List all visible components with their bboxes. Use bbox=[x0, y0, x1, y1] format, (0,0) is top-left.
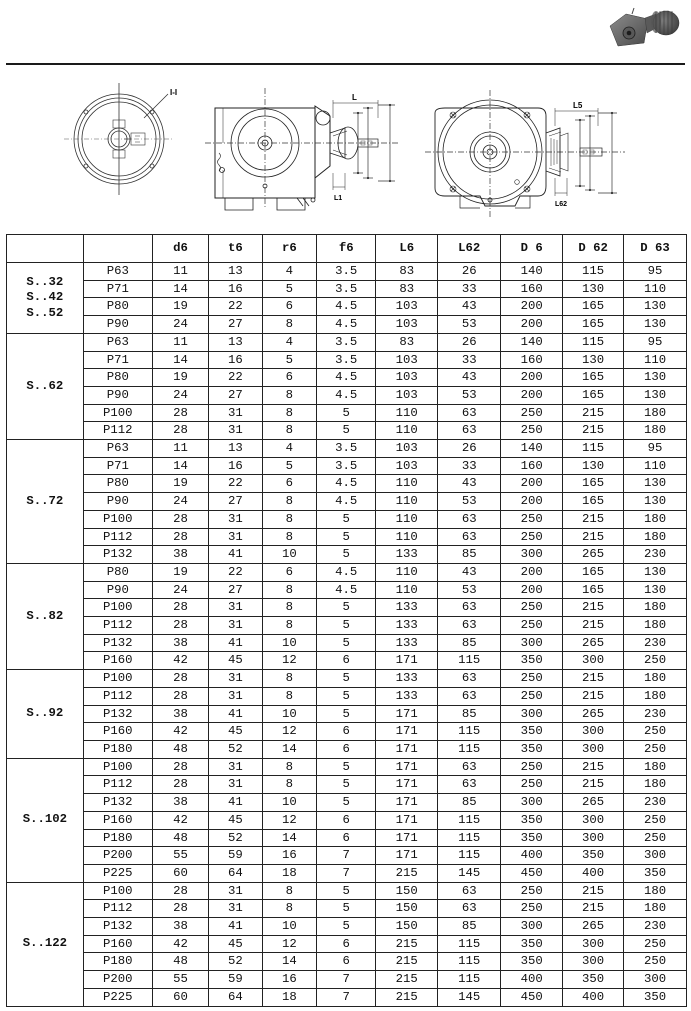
svg-text:L5: L5 bbox=[573, 101, 583, 110]
svg-text:L62: L62 bbox=[555, 201, 567, 208]
svg-text:L: L bbox=[352, 93, 357, 102]
svg-text:I-I: I-I bbox=[170, 88, 177, 97]
svg-text:L1: L1 bbox=[334, 195, 342, 202]
